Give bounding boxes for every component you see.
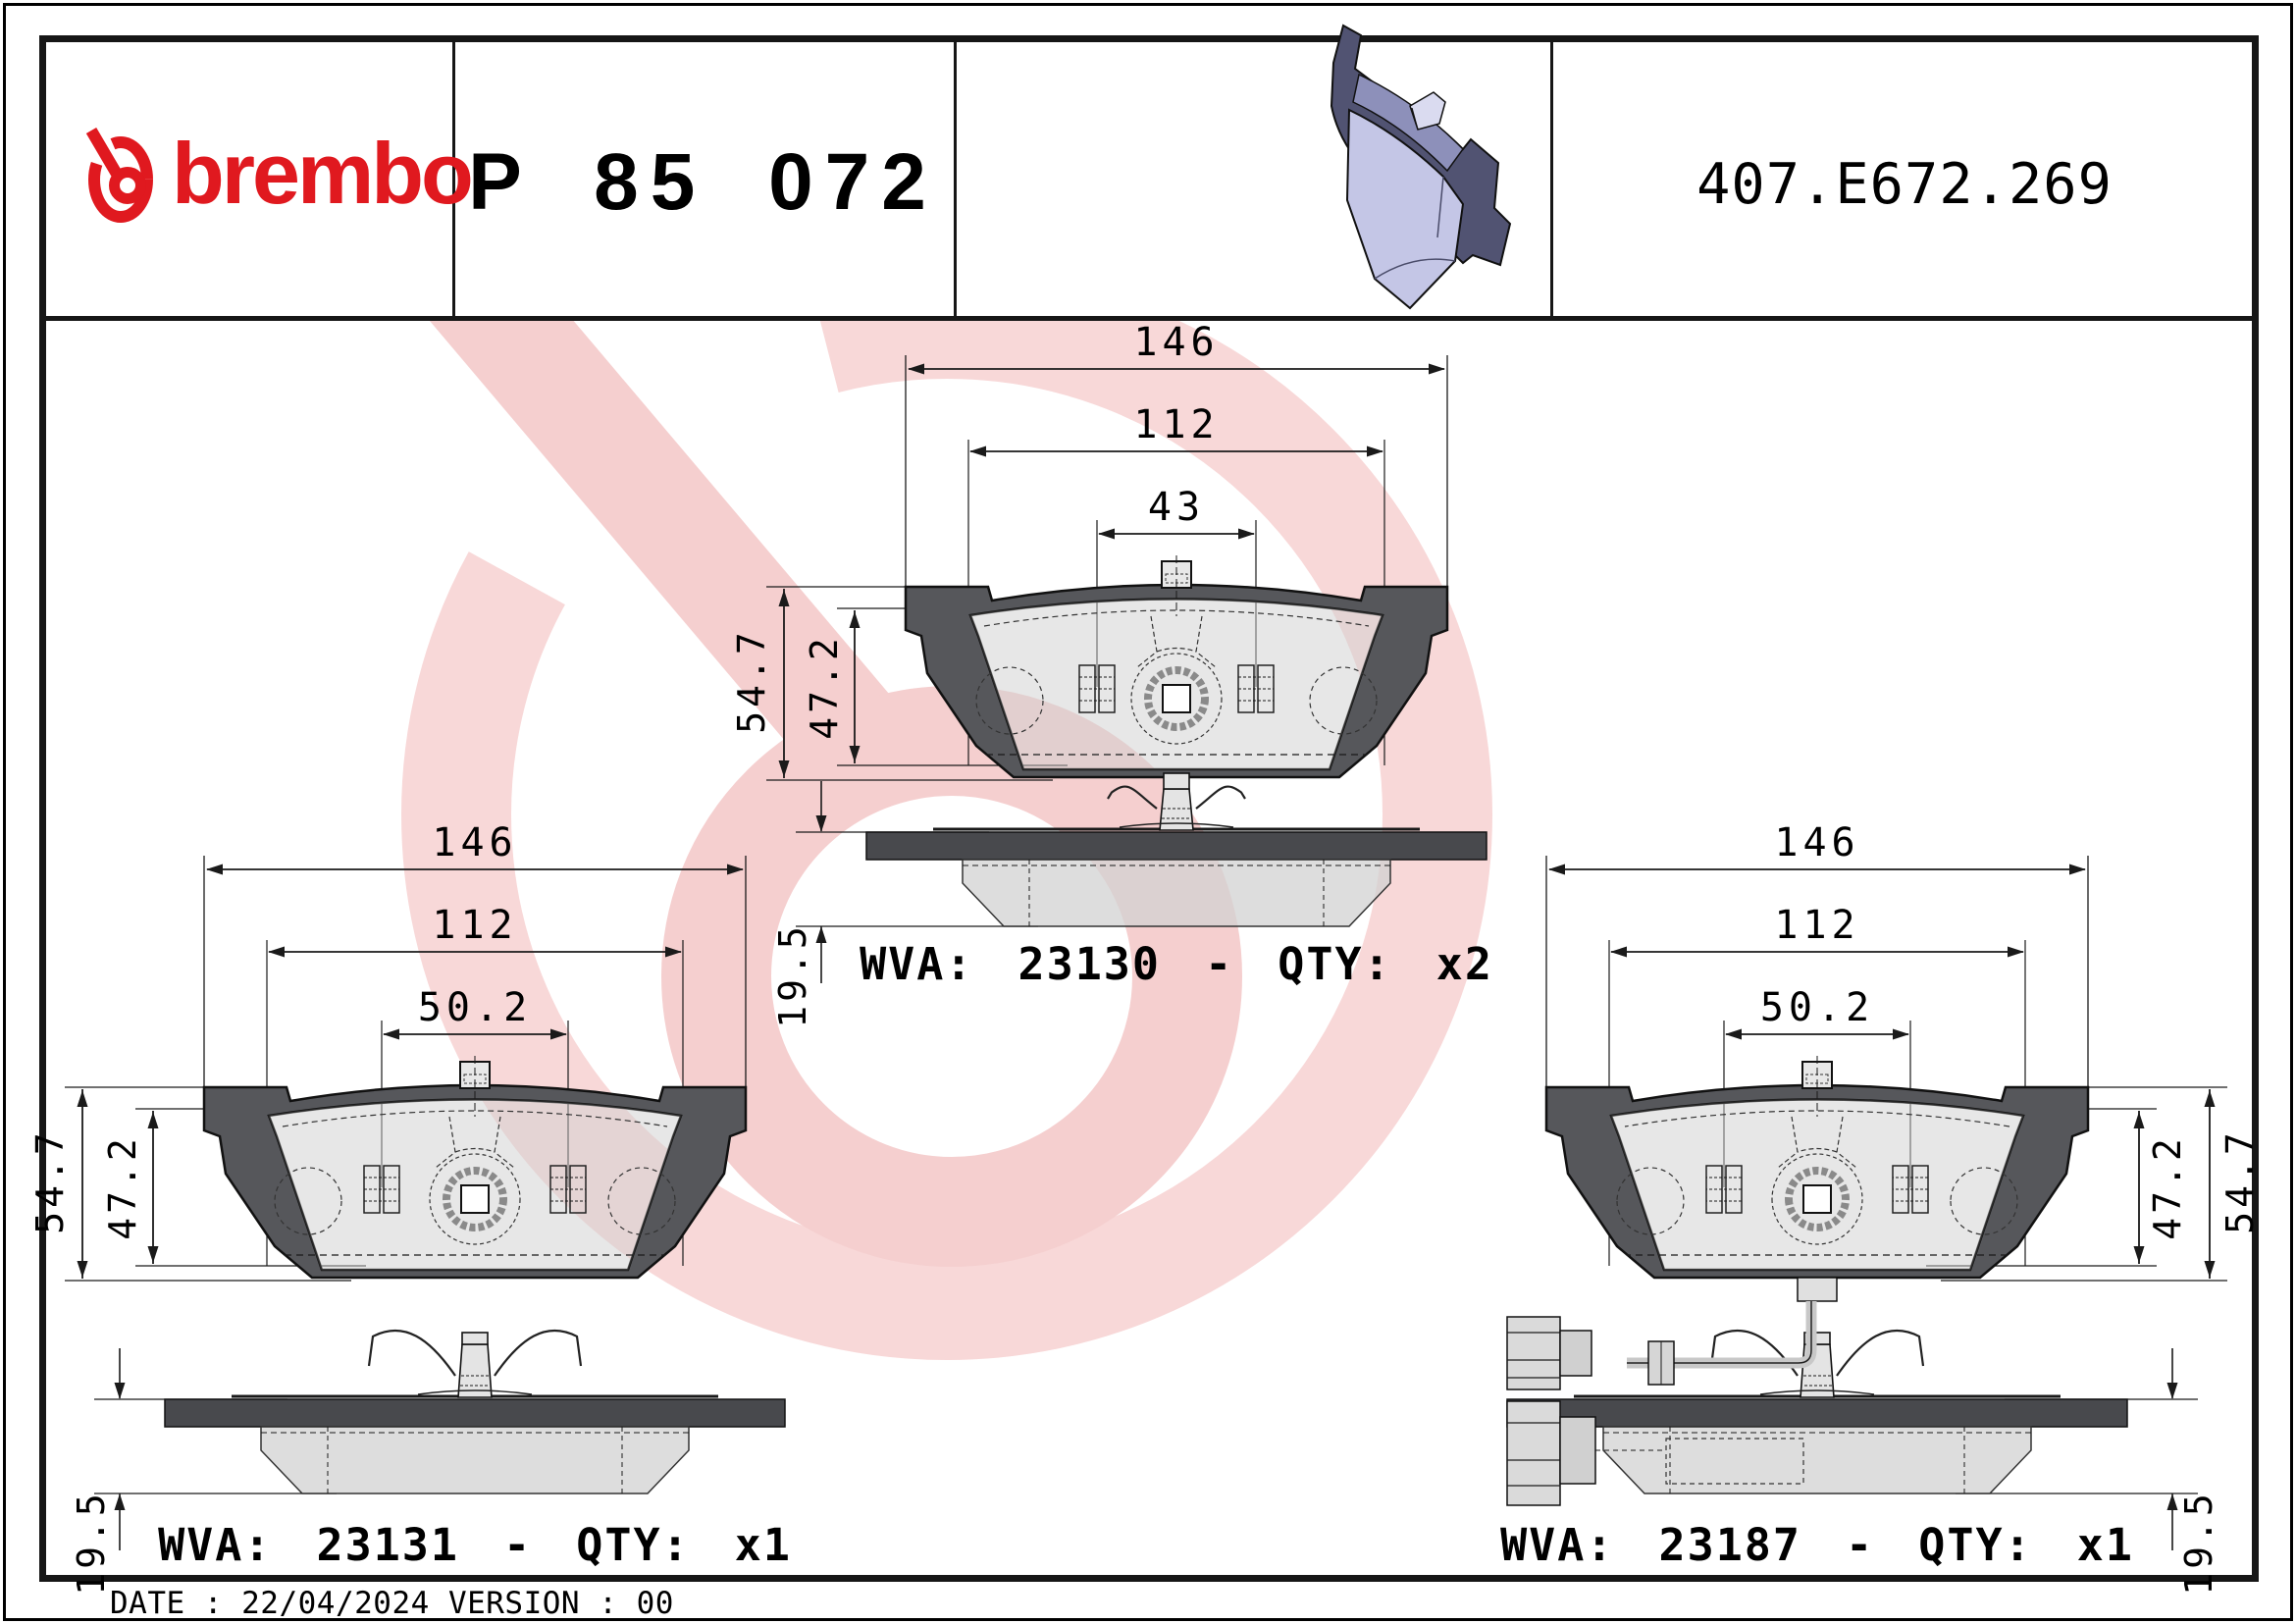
abutment-detail <box>549 1165 587 1214</box>
technical-drawing <box>766 355 1487 983</box>
wva-qty-label: WVA: 23130 - QTY: x2 <box>860 938 1493 990</box>
backplate-side <box>865 831 1487 861</box>
backplate-side <box>164 1398 786 1428</box>
front-view <box>202 1056 748 1280</box>
dim-pad-width: 112 <box>1774 903 1860 948</box>
friction-side <box>260 1426 690 1494</box>
retaining-clip <box>367 1329 583 1398</box>
wva-qty-label: WVA: 23131 - QTY: x1 <box>158 1519 792 1571</box>
side-view <box>1506 1329 2128 1494</box>
side-view <box>865 772 1487 927</box>
backplate-side <box>1506 1398 2128 1428</box>
wva-qty-label: WVA: 23187 - QTY: x1 <box>1500 1519 2134 1571</box>
dim-center-feature: 43 <box>1147 485 1206 530</box>
header-divider-2 <box>954 42 957 316</box>
friction-side <box>962 859 1391 927</box>
dim-thickness: 19.5 <box>2177 1490 2221 1596</box>
friction-side <box>1602 1426 2032 1494</box>
dim-overall-height: 54.7 <box>28 1128 73 1234</box>
header-divider-1 <box>452 42 455 316</box>
drawing-set-wva-23131: 146 112 50.2 54.7 47.2 19.5 WVA: 23131 -… <box>28 820 793 1596</box>
abutment-detail <box>1892 1165 1929 1214</box>
technical-drawing <box>65 856 786 1550</box>
front-view <box>1544 1056 2090 1280</box>
header-divider-3 <box>1550 42 1553 316</box>
dim-pad-height: 47.2 <box>2146 1134 2190 1240</box>
part-number: P 85 072 <box>468 137 938 227</box>
dim-overall-width: 146 <box>1133 320 1220 365</box>
front-view <box>904 555 1449 779</box>
wear-sensor <box>1506 1277 1838 1506</box>
retaining-clip <box>1107 772 1246 831</box>
dim-pad-height: 47.2 <box>101 1134 145 1240</box>
dim-center-feature: 50.2 <box>1759 985 1875 1030</box>
dim-pad-height: 47.2 <box>803 634 847 740</box>
abutment-detail <box>1237 664 1275 713</box>
drawing-set-wva-23130: 146 112 43 54.7 47.2 19.5 WVA: 23130 - Q… <box>730 320 1494 1028</box>
catalog-reference: 407.E672.269 <box>1696 152 2113 217</box>
header-separator <box>46 316 2252 321</box>
dim-thickness: 19.5 <box>70 1490 114 1596</box>
abutment-detail <box>1705 1165 1743 1214</box>
dim-pad-width: 112 <box>432 903 518 948</box>
dim-center-feature: 50.2 <box>417 985 533 1030</box>
brand-wordmark: brembo <box>172 125 474 222</box>
dim-pad-width: 112 <box>1133 402 1220 447</box>
dim-overall-width: 146 <box>1774 820 1860 865</box>
page-border <box>3 3 2293 1621</box>
drawing-frame: brembo P 85 072 407.E672.269 <box>39 35 2259 1582</box>
technical-drawing <box>1506 856 2227 1550</box>
abutment-detail <box>1078 664 1116 713</box>
dim-overall-height: 54.7 <box>730 628 774 734</box>
side-view <box>164 1329 786 1494</box>
drawing-set-wva-23187: 146 112 50.2 54.7 47.2 19.5 WVA: 23187 -… <box>1499 820 2262 1596</box>
abutment-detail <box>363 1165 400 1214</box>
date-version-line: DATE : 22/04/2024 VERSION : 00 <box>110 1586 674 1621</box>
brembo-watermark-icon <box>401 321 1492 1360</box>
dim-overall-height: 54.7 <box>2218 1128 2263 1234</box>
brembo-logo: brembo <box>85 125 474 223</box>
main-drawing-area <box>46 321 2252 1582</box>
brembo-logo-icon <box>85 127 153 223</box>
brake-pad-3d-render <box>1330 24 1512 310</box>
dim-overall-width: 146 <box>432 820 518 865</box>
